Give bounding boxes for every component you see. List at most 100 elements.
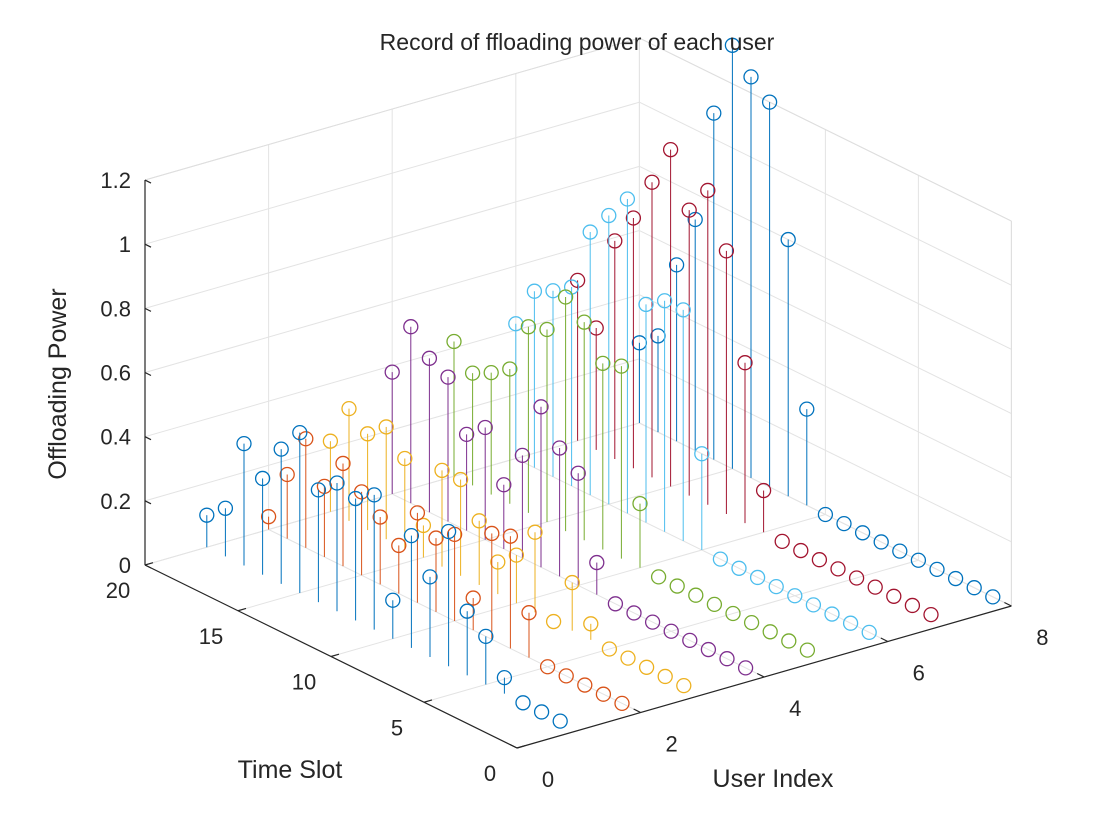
stem-marker [761,94,778,110]
stem-marker [428,530,444,546]
x-tick-label: 6 [913,661,925,686]
stem-marker [848,570,865,586]
stem-marker [774,533,790,550]
stem-marker [515,695,531,711]
stem-marker [638,296,654,313]
stem-marker [577,677,593,693]
stem-marker [854,525,871,541]
box-edge [144,37,640,181]
stem-marker [892,543,908,559]
y-tick-label: 10 [292,670,316,695]
stem-marker [551,440,568,456]
stem-marker [576,314,592,330]
stem-marker [688,587,704,603]
stem-marker [484,525,500,542]
stem-marker [385,592,401,608]
grid-line-side-z [639,101,1012,286]
stem-marker [310,482,327,498]
stem-marker [619,191,636,207]
z-tick-label: 0.8 [100,296,131,321]
stem-marker [589,554,605,571]
stem-marker [985,589,1001,605]
stem-marker [254,470,271,487]
stem-marker [787,588,803,604]
stem-marker [595,355,611,372]
stem-marker [656,293,673,309]
stem-marker [273,441,289,457]
y-tick-mark [516,745,526,749]
x-tick-mark [880,637,889,643]
x-tick-mark [756,672,765,678]
stem-marker [725,605,741,622]
stem-marker [539,321,555,338]
stem-marker [620,650,636,666]
stem-marker [737,660,754,676]
stem-marker [966,580,982,596]
stem-marker [650,569,667,585]
x-tick-label: 2 [665,732,677,757]
stem-marker [743,69,759,85]
stem-marker [743,615,760,631]
stem-marker [508,547,525,563]
stem-marker [904,597,921,614]
x-tick-mark [633,708,641,714]
stem-marker [434,462,450,479]
stem-marker [700,641,717,658]
stem-marker [539,659,556,675]
stem-marker [700,182,716,199]
stem-marker [607,233,623,249]
stem-marker [613,358,630,374]
stem-marker [464,365,481,381]
stem-marker [626,605,642,621]
grid-line-floor-y [423,559,919,703]
stem-marker [873,534,889,550]
stem-marker [260,509,277,525]
grid-line-side-z [639,358,1012,543]
stem-marker [217,500,234,516]
stem-marker [502,528,519,544]
stem-marker [755,482,772,499]
stem-marker [279,466,295,483]
z-tick-mark [144,436,152,441]
stem-marker [731,560,747,576]
stem-marker [601,641,618,657]
grid-line-back-z [144,165,640,309]
stem-marker [719,651,735,667]
stem-marker [391,537,407,554]
stem-marker [706,105,722,121]
stem-marker [780,231,796,248]
stem-marker [718,243,735,259]
z-tick-label: 0.4 [100,425,131,450]
z-tick-label: 0.2 [100,489,131,514]
stem-marker [366,487,382,503]
z-tick-label: 1 [119,232,131,257]
stem-marker [842,615,859,631]
stem-marker [298,431,314,447]
stem-marker [478,628,494,645]
stem-marker [421,350,438,366]
grid-line-side-z [639,230,1012,414]
stem-marker [557,289,574,305]
stem-marker [397,450,413,467]
z-axis-label: Offloading Power [44,288,72,479]
stem-marker [836,516,852,532]
stem-marker [502,361,518,377]
stem-marker [762,624,778,640]
stem-marker [335,455,351,472]
z-tick-mark [144,371,152,377]
x-tick-mark [1004,601,1012,607]
grid-line-back-z [144,230,640,374]
stem-marker [403,527,420,544]
stem-marker [607,596,624,612]
stem-marker [520,319,537,335]
stem-marker [781,633,797,649]
stem-marker [749,569,766,586]
stem-marker [910,552,927,568]
stem-marker [471,513,487,529]
y-tick-label: 0 [484,761,496,786]
stem-marker [799,401,815,417]
grid-line-side-z [639,165,1012,350]
stem-marker [329,475,345,491]
stem-marker [236,435,252,452]
stem-marker [595,686,612,702]
